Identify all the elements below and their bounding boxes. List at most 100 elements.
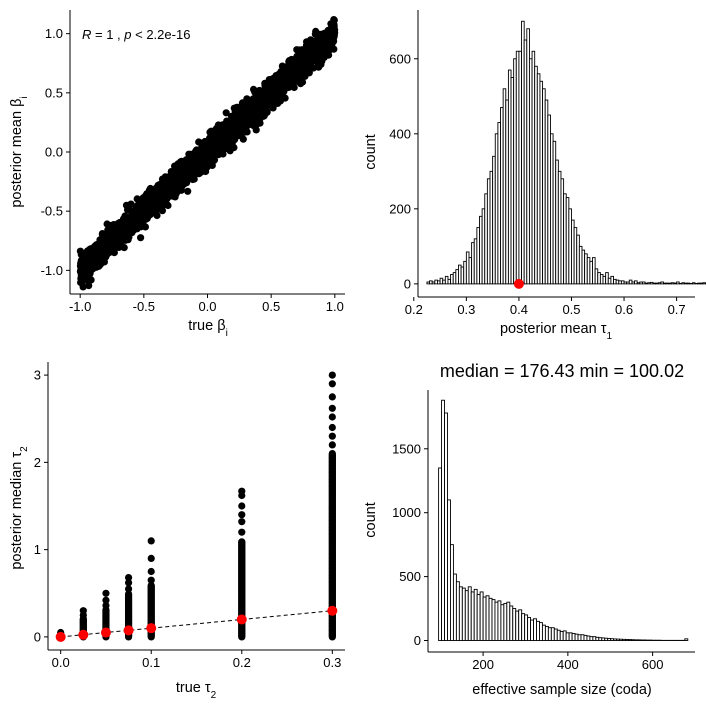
beta-point: [164, 188, 172, 196]
tau2-reference-point: [146, 623, 157, 634]
tau2-point: [147, 537, 155, 545]
beta-point: [77, 266, 85, 274]
beta-point: [198, 150, 206, 158]
tau2-point: [147, 581, 155, 590]
beta-point: [115, 243, 123, 251]
beta-point: [312, 57, 320, 65]
beta-point: [308, 43, 316, 51]
ess-y-tick-label: 1500: [392, 441, 421, 456]
beta-point: [150, 195, 158, 203]
tau1-bar: [676, 281, 680, 285]
tau1-x-tick-label: 0.6: [615, 302, 633, 317]
tau1-bars: [426, 20, 706, 285]
beta-point: [269, 104, 277, 112]
beta-point: [84, 247, 92, 255]
tau2-points: [57, 371, 336, 641]
beta-point: [309, 37, 317, 45]
beta-point: [127, 200, 135, 208]
beta-point: [169, 172, 177, 180]
beta-point: [132, 218, 141, 226]
tau2-reference-point: [327, 605, 338, 616]
beta-point: [322, 45, 330, 54]
tau2-point: [147, 554, 155, 563]
tau2-reference-point: [78, 629, 89, 640]
tau2-point: [328, 413, 336, 421]
ess-histogram-panel: 200 400 600 0 500 1000 1500 median = 176.43 min…: [363, 361, 695, 698]
beta-y-tick-label: 0.5: [45, 85, 63, 100]
beta-point: [198, 157, 206, 165]
tau2-x-tick-label: 0.0: [52, 655, 70, 670]
beta-point: [297, 71, 305, 79]
beta-point: [210, 156, 219, 164]
tau2-reference-point: [55, 631, 66, 642]
beta-y-tick-label: -1.0: [41, 263, 63, 278]
beta-point: [222, 109, 230, 117]
tau1-true-value-marker: [513, 278, 524, 289]
tau2-reference-point: [236, 614, 247, 625]
beta-point: [103, 220, 111, 228]
beta-scatter-panel: -1.0 -0.5 0.0 0.5 1.0 -1.0 -0.5 0.0 0.5 1.0 true β…: [9, 10, 345, 339]
beta-point: [263, 98, 272, 107]
tau2-x-tick-label: 0.3: [323, 655, 341, 670]
tau2-point: [124, 574, 133, 582]
tau2-scatter-panel: 0.0 0.1 0.2 0.3 0 1 2 3 true τ2 posterior median …: [9, 362, 345, 701]
beta-point: [195, 138, 203, 146]
tau2-point: [238, 538, 246, 546]
beta-point: [145, 207, 154, 215]
beta-x-tick-label: 0.5: [262, 299, 280, 314]
beta-point: [250, 105, 258, 114]
tau1-x-tick-label: 0.5: [562, 302, 580, 317]
tau1-y-tick-label: 600: [389, 51, 411, 66]
tau2-y-tick-label: 3: [34, 368, 41, 383]
beta-point: [178, 182, 186, 190]
beta-point: [331, 28, 339, 36]
beta-point: [243, 119, 251, 128]
beta-point: [170, 187, 178, 195]
beta-point: [106, 227, 114, 235]
beta-point: [268, 85, 276, 93]
beta-correlation-annotation: R = 1 , p < 2.2e-16: [82, 27, 190, 42]
beta-y-tick-label: 1.0: [45, 26, 63, 41]
tau2-x-tick-label: 0.1: [142, 655, 160, 670]
beta-point: [202, 167, 210, 176]
beta-point: [232, 120, 240, 128]
beta-point: [249, 121, 257, 130]
beta-point: [239, 107, 247, 115]
beta-point: [245, 111, 253, 119]
beta-point: [315, 63, 323, 71]
tau2-point: [124, 579, 133, 587]
tau2-point: [328, 371, 336, 379]
tau1-x-tick-label: 0.7: [668, 302, 686, 317]
beta-x-tick-label: -1.0: [69, 299, 91, 314]
beta-point: [128, 210, 136, 218]
beta-point: [171, 178, 179, 186]
ess-y-tick-label: 500: [399, 569, 421, 584]
beta-point: [177, 169, 185, 177]
beta-y-tick-label: -0.5: [41, 204, 63, 219]
beta-point: [259, 87, 267, 95]
tau2-y-tick-label: 2: [34, 455, 41, 470]
beta-y-tick-label: 0.0: [45, 145, 63, 160]
beta-point: [226, 137, 234, 145]
tau2-point: [79, 607, 87, 615]
beta-point: [293, 60, 301, 68]
tau2-x-tick-label: 0.2: [233, 655, 251, 670]
tau2-point: [102, 596, 110, 604]
ess-x-tick-label: 600: [642, 657, 664, 672]
tau2-point: [328, 393, 336, 401]
beta-point: [300, 48, 308, 57]
tau2-y-tick-label: 1: [34, 542, 41, 557]
beta-point: [126, 226, 134, 234]
beta-point: [284, 73, 293, 81]
ess-y-tick-label: 0: [414, 633, 421, 648]
beta-point: [292, 77, 300, 85]
beta-point: [311, 30, 319, 38]
ess-y-tick-label: 1000: [392, 505, 421, 520]
ess-x-axis-title: effective sample size (coda): [472, 682, 651, 698]
beta-point: [259, 112, 267, 120]
tau2-point: [238, 487, 246, 495]
tau2-point: [147, 576, 155, 584]
tau2-point: [328, 423, 336, 432]
tau2-point: [328, 432, 336, 440]
beta-point: [243, 95, 251, 103]
